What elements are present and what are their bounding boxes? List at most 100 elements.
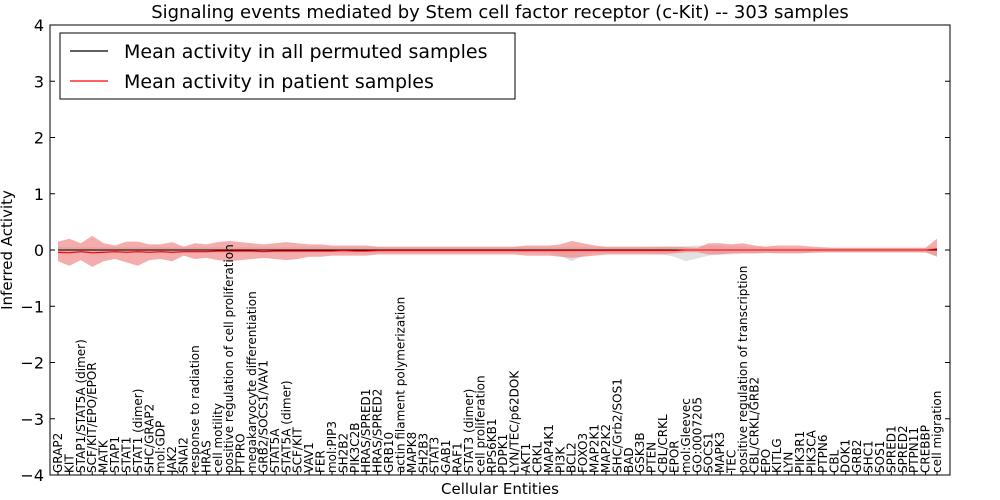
- x-tick-label: STAT3: [428, 437, 442, 473]
- x-tick-label: PDPK1: [496, 434, 510, 473]
- y-tick-label: −1: [20, 297, 44, 316]
- x-tick-label: RAF1: [451, 442, 465, 473]
- legend-label-permuted: Mean activity in all permuted samples: [124, 41, 487, 63]
- x-tick-label: GRB2/SOCS1/VAV1: [257, 360, 271, 473]
- x-tick-label: PIK3C2B: [348, 422, 362, 473]
- x-tick-label: SH2B3: [416, 433, 430, 473]
- x-tick-label: MAP2K2: [599, 424, 613, 473]
- x-tick-label: PIK3CA: [804, 429, 818, 473]
- x-tick-label: SHC/GRAP2: [142, 404, 156, 473]
- x-tick-label: SHC/Grb2/SOS1: [610, 378, 624, 473]
- x-tick-label: TEC: [725, 450, 739, 474]
- x-tick-label: GRB10: [382, 432, 396, 473]
- y-tick-label: 1: [34, 185, 44, 204]
- x-tick-label: PTPN6: [816, 435, 830, 473]
- x-tick-label: MAPK8: [405, 432, 419, 473]
- x-tick-label: SPRED1: [884, 425, 898, 473]
- x-tick-label: GRB2: [850, 439, 864, 473]
- x-tick-label: PTEN: [645, 442, 659, 473]
- x-tick-label: SH2B2: [336, 433, 350, 473]
- x-tick-label: KIT: [62, 454, 76, 473]
- y-tick-label: 3: [34, 72, 44, 91]
- series-lines: [57, 248, 938, 254]
- y-tick-label: 0: [34, 241, 44, 260]
- x-tick-label: cell proliferation: [473, 375, 487, 473]
- legend-box: [59, 32, 516, 100]
- x-tick-label: SNAI2: [177, 437, 191, 473]
- x-tick-label: SOS1: [873, 441, 887, 473]
- x-tick-label: HRAS/SPRED2: [371, 389, 385, 473]
- x-tick-label: STAP1/STAT5A (dimer): [74, 339, 88, 473]
- x-tick-label: positive regulation of cell proliferatio…: [222, 244, 236, 473]
- y-tick-label: −2: [20, 354, 44, 373]
- x-tick-label: MATK: [97, 439, 111, 473]
- x-tick-label: RPS6KB1: [485, 418, 499, 473]
- x-tick-label: CBL/CRKL: [656, 414, 670, 473]
- x-tick-label: KITLG: [770, 438, 784, 473]
- x-tick-label: actin filament polymerization: [394, 297, 408, 473]
- x-tick-label: PTPRO: [234, 433, 248, 473]
- x-tick-label: cell motility: [211, 403, 225, 473]
- x-tick-label: response to radiation: [188, 345, 202, 473]
- x-tick-label: mol:Gleevec: [679, 398, 693, 473]
- x-tick-label: STAT3 (dimer): [462, 389, 476, 473]
- x-tick-label: mol:PIP3: [325, 421, 339, 473]
- y-tick-label: 4: [34, 16, 44, 35]
- x-tick-label: FER: [314, 450, 328, 473]
- x-tick-label: STAT1: [120, 437, 134, 473]
- legend-label-patient: Mean activity in patient samples: [124, 71, 434, 93]
- x-tick-label: MAP4K1: [542, 424, 556, 473]
- x-tick-label: HRAS/SPRED1: [359, 389, 373, 473]
- x-tick-label: FOXO3: [576, 433, 590, 473]
- x-tick-label: CBL: [827, 449, 841, 473]
- x-tick-label: STAP1: [108, 436, 122, 473]
- patient-band: [58, 235, 937, 267]
- x-tick-label: GAB1: [439, 440, 453, 473]
- x-tick-label: EPO: [759, 449, 773, 473]
- x-tick-label: LYN/TEC/p62DOK: [508, 370, 522, 473]
- x-tick-label: JAK2: [165, 446, 179, 474]
- chart-title: Signaling events mediated by Stem cell f…: [151, 2, 849, 23]
- x-tick-label: SOCS1: [702, 432, 716, 473]
- x-tick-label: LYN: [782, 452, 796, 473]
- y-tick-label: −3: [20, 410, 44, 429]
- x-tick-label: cell migration: [930, 391, 944, 473]
- y-axis-label: Inferred Activity: [0, 190, 16, 310]
- x-tick-label: HRAS: [199, 440, 213, 473]
- x-tick-label: STAT1 (dimer): [131, 389, 145, 473]
- x-tick-label: positive regulation of transcription: [736, 266, 750, 473]
- x-tick-label: MAP2K1: [588, 424, 602, 473]
- x-tick-label: mol:GDP: [154, 421, 168, 473]
- x-tick-label: EPOR: [667, 440, 681, 473]
- x-tick-label: VAV1: [302, 442, 316, 473]
- x-tick-label: STAT5A: [268, 428, 282, 473]
- x-tick-label: PIK3R1: [793, 431, 807, 473]
- x-tick-label: SCF/KIT: [291, 427, 305, 473]
- y-tick-label: −4: [20, 466, 44, 485]
- x-tick-label: SHC1: [862, 440, 876, 473]
- x-tick-label: CRKL: [531, 441, 545, 473]
- x-tick-label: STAT5A (dimer): [279, 380, 293, 473]
- x-tick-label: AKT1: [519, 443, 533, 473]
- y-axis: 4 3 2 1 0 −1 −2 −3 −4: [20, 16, 950, 485]
- x-tick-label: GRAP2: [51, 433, 65, 473]
- x-tick-label: CBL/CRKL/GRB2: [747, 377, 761, 473]
- x-tick-label: DOK1: [839, 439, 853, 473]
- x-tick-label: GO:0007205: [690, 397, 704, 473]
- y-tick-label: 2: [34, 129, 44, 148]
- x-tick-label: SCF/KIT/EPO/EPOR: [85, 362, 99, 473]
- patient-mean-line: [57, 248, 938, 254]
- x-tick-label: SPRED2: [896, 425, 910, 473]
- x-tick-label: GSK3B: [633, 432, 647, 473]
- x-tick-label: BCL2: [565, 442, 579, 473]
- x-tick-label: megakaryocyte differentiation: [245, 291, 259, 473]
- legend: Mean activity in all permuted samples Me…: [59, 32, 516, 100]
- x-tick-label: CREBBP: [919, 425, 933, 473]
- x-axis-label: Cellular Entities: [441, 480, 559, 498]
- x-tick-label: PI3K: [553, 446, 567, 473]
- x-tick-label: PTPN11: [907, 427, 921, 473]
- x-tick-label: MAPK3: [713, 432, 727, 473]
- x-tick-label: BAD: [622, 447, 636, 473]
